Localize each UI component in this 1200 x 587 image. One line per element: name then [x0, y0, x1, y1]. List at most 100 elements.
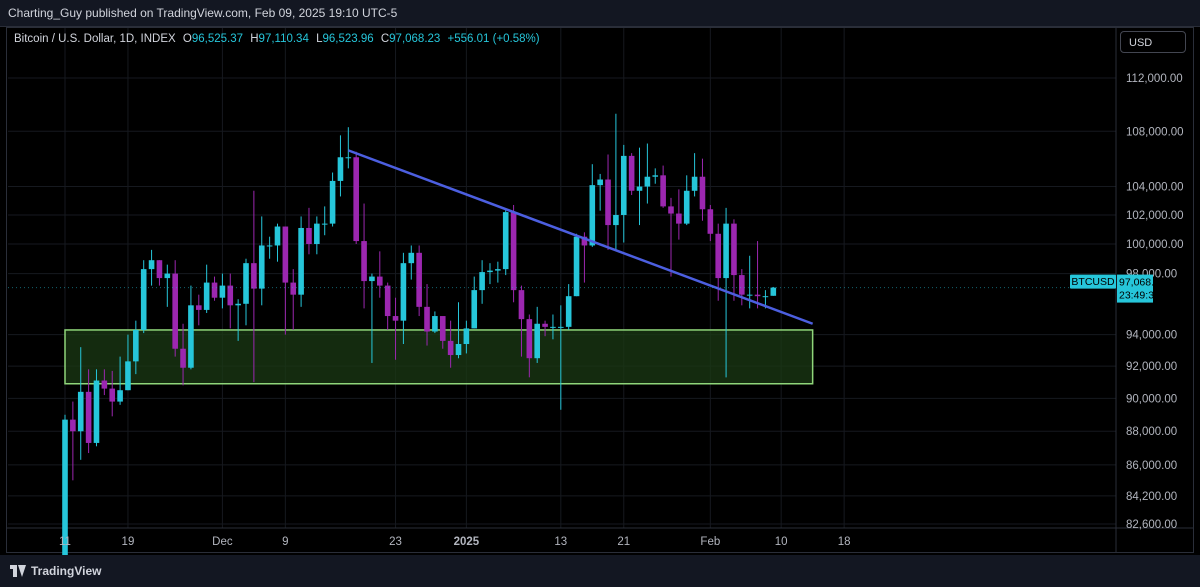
candle-body: [361, 241, 367, 282]
tradingview-brand: TradingView: [31, 564, 102, 578]
symbol-description: Bitcoin / U.S. Dollar, 1D, INDEX: [14, 33, 176, 45]
candle-body: [345, 157, 352, 159]
x-tick-label: 13: [554, 536, 567, 548]
y-tick-label: 88,000.00: [1126, 426, 1177, 438]
low-label: L: [316, 33, 323, 45]
candle-body: [652, 175, 659, 177]
candle-body: [392, 316, 399, 321]
candle-body: [605, 179, 611, 226]
candle-body: [558, 326, 564, 328]
y-tick-label: 94,000.00: [1126, 330, 1177, 342]
x-tick-label: 10: [775, 536, 788, 548]
candle-body: [164, 273, 171, 279]
candle-body: [148, 260, 155, 270]
candle-body: [471, 290, 478, 329]
high-value: 97,110.34: [258, 33, 309, 45]
candle-body: [408, 252, 415, 264]
candle-body: [258, 245, 265, 289]
candle-body: [581, 236, 588, 246]
candle-body: [101, 380, 108, 389]
candle-body: [400, 263, 407, 321]
y-tick-label: 102,000.00: [1126, 210, 1184, 222]
candle-body: [597, 179, 603, 186]
candle-body: [620, 155, 627, 215]
y-tick-label: 100,000.00: [1126, 239, 1184, 251]
tradingview-logo-icon: [10, 565, 26, 577]
candle-body: [510, 212, 517, 291]
candle-body: [70, 419, 76, 432]
candle-body: [77, 391, 84, 432]
candle-body: [133, 329, 139, 362]
candle-body: [188, 305, 194, 368]
candle-body: [439, 316, 446, 341]
candle-body: [762, 296, 769, 298]
candle-body: [676, 213, 682, 224]
close-label: C: [380, 33, 390, 45]
candle-body: [668, 206, 674, 214]
candle-body: [235, 303, 241, 306]
candle-body: [628, 155, 635, 191]
candle-body: [550, 326, 556, 328]
candle-body: [156, 260, 163, 279]
x-tick-label: 19: [122, 536, 135, 548]
currency-button[interactable]: USD: [1120, 31, 1186, 53]
change-value: +556.01 (+0.58%): [447, 33, 540, 45]
y-tick-label: 92,000.00: [1126, 361, 1177, 373]
candle-body: [754, 294, 761, 297]
candle-body: [219, 285, 226, 298]
ohlc-legend: Bitcoin / U.S. Dollar, 1D, INDEX O96,525…: [14, 33, 540, 45]
candle-body: [447, 340, 454, 356]
candle-body: [306, 227, 312, 244]
candle-body: [298, 227, 304, 295]
candle-body: [109, 388, 116, 402]
candle-body: [125, 361, 131, 391]
candle-body: [526, 319, 533, 359]
candle-body: [117, 390, 123, 402]
low-value: 96,523.96: [322, 33, 374, 45]
candle-body: [518, 290, 525, 320]
candle-body: [243, 263, 249, 304]
x-tick-label: Dec: [212, 536, 233, 548]
close-value: 97,068.23: [389, 33, 441, 45]
candle-body: [487, 270, 493, 273]
candle-body: [699, 176, 706, 210]
tradingview-logo[interactable]: TradingView: [10, 564, 101, 578]
candle-body: [495, 269, 501, 271]
candle-body: [353, 157, 359, 242]
candle-body: [172, 273, 178, 349]
candle-body: [534, 323, 540, 359]
candle-body: [542, 323, 548, 327]
candle-body: [589, 185, 596, 246]
candle-body: [266, 245, 273, 247]
y-tick-label: 104,000.00: [1126, 182, 1184, 194]
y-tick-label: 86,000.00: [1126, 460, 1177, 472]
symbol-tag-label: BTCUSD: [1071, 276, 1115, 288]
candle-body: [613, 214, 619, 226]
candle-body: [93, 380, 100, 443]
open-label: O: [182, 33, 192, 45]
candle-body: [62, 419, 68, 562]
candle-body: [337, 157, 344, 181]
candle-body: [369, 276, 375, 282]
trendline: [347, 149, 814, 325]
candle-body: [384, 285, 391, 317]
y-tick-label: 90,000.00: [1126, 393, 1177, 405]
candle-body: [432, 316, 438, 332]
candle-body: [321, 223, 328, 225]
candle-body: [565, 296, 572, 327]
x-tick-label: 18: [838, 536, 851, 548]
candle-body: [251, 263, 257, 289]
candle-body: [140, 269, 147, 330]
x-tick-label: 9: [282, 536, 288, 548]
x-tick-label: 23: [389, 536, 402, 548]
x-tick-label: Feb: [700, 536, 720, 548]
candle-body: [691, 176, 698, 191]
price-tag-value: 97,068.23: [1119, 277, 1166, 289]
publisher-bar: Charting_Guy published on TradingView.co…: [0, 0, 1200, 27]
candle-body: [770, 287, 777, 296]
candle-body: [227, 285, 234, 306]
candle-body: [502, 212, 509, 270]
publisher-text: Charting_Guy published on TradingView.co…: [8, 6, 398, 20]
candle-body: [180, 348, 186, 368]
